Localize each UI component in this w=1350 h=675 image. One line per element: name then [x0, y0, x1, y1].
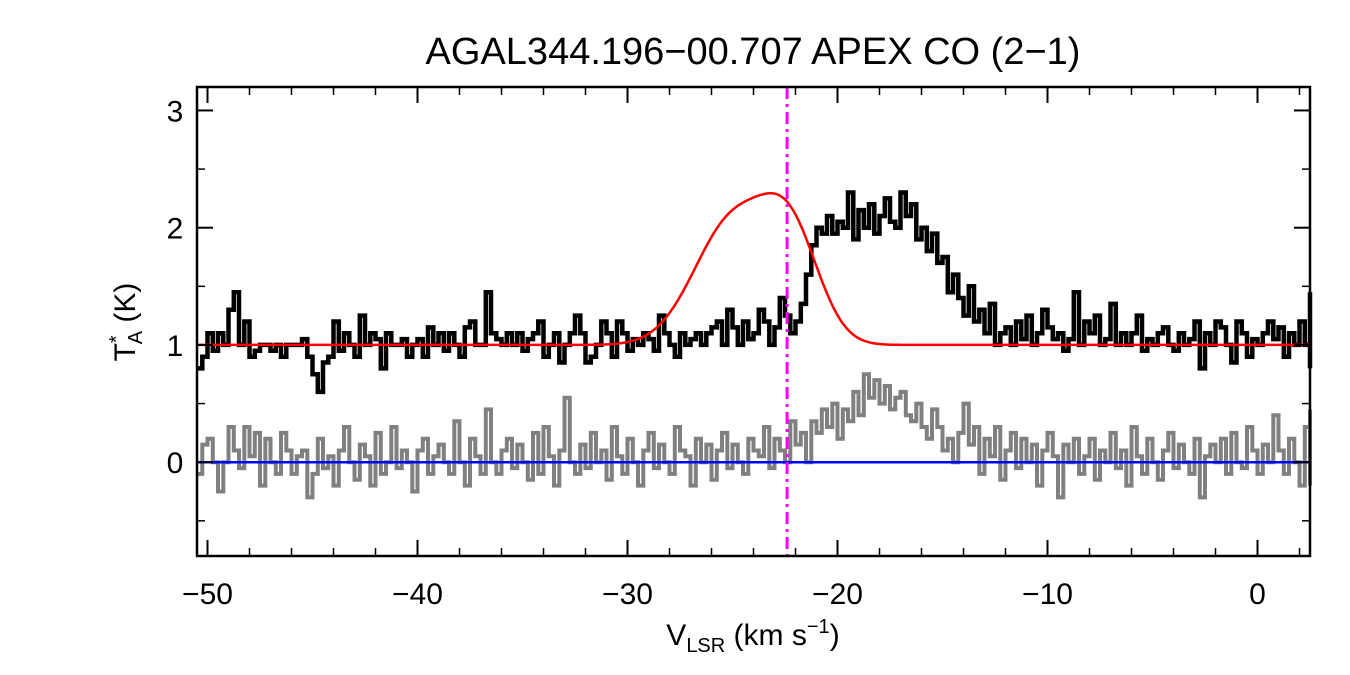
- x-tick-label: −50: [182, 578, 233, 611]
- y-tick-label: 1: [167, 330, 184, 363]
- x-tick-label: −40: [392, 578, 443, 611]
- x-axis-label-main: V: [666, 619, 686, 652]
- plot-area: [197, 87, 1313, 556]
- y-axis-label: T*A (K): [106, 283, 147, 362]
- x-axis-label-rest: (km s: [725, 619, 807, 652]
- x-tick-label: −30: [602, 578, 653, 611]
- y-axis-label-sub: A: [125, 330, 147, 344]
- y-tick-label: 2: [167, 213, 184, 246]
- y-axis-label-sup: *: [106, 335, 128, 343]
- x-axis-label-close: ): [830, 619, 840, 652]
- y-axis-label-rest: (K): [109, 283, 142, 331]
- x-axis-label-sup: −1: [807, 616, 830, 638]
- x-tick-label: −20: [812, 578, 863, 611]
- residual-spectrum-series: [197, 372, 1312, 500]
- x-axis-label-sub: LSR: [686, 635, 725, 657]
- plot-frame: [195, 85, 1312, 558]
- chart-title: AGAL344.196−00.707 APEX CO (2−1): [426, 31, 1081, 73]
- y-tick-label: 0: [167, 447, 184, 480]
- axis-ticks: −50 −40 −30 −20 −10 0 0 1 2 3: [167, 87, 1310, 611]
- y-axis-label-main: T: [109, 343, 142, 361]
- y-tick-label: 3: [167, 95, 184, 128]
- x-tick-label: 0: [1249, 578, 1266, 611]
- gaussian-fit-line: [197, 191, 1310, 347]
- x-axis-label: VLSR (km s−1): [666, 616, 839, 657]
- x-tick-label: −10: [1022, 578, 1073, 611]
- co-spectrum-series: [197, 190, 1313, 395]
